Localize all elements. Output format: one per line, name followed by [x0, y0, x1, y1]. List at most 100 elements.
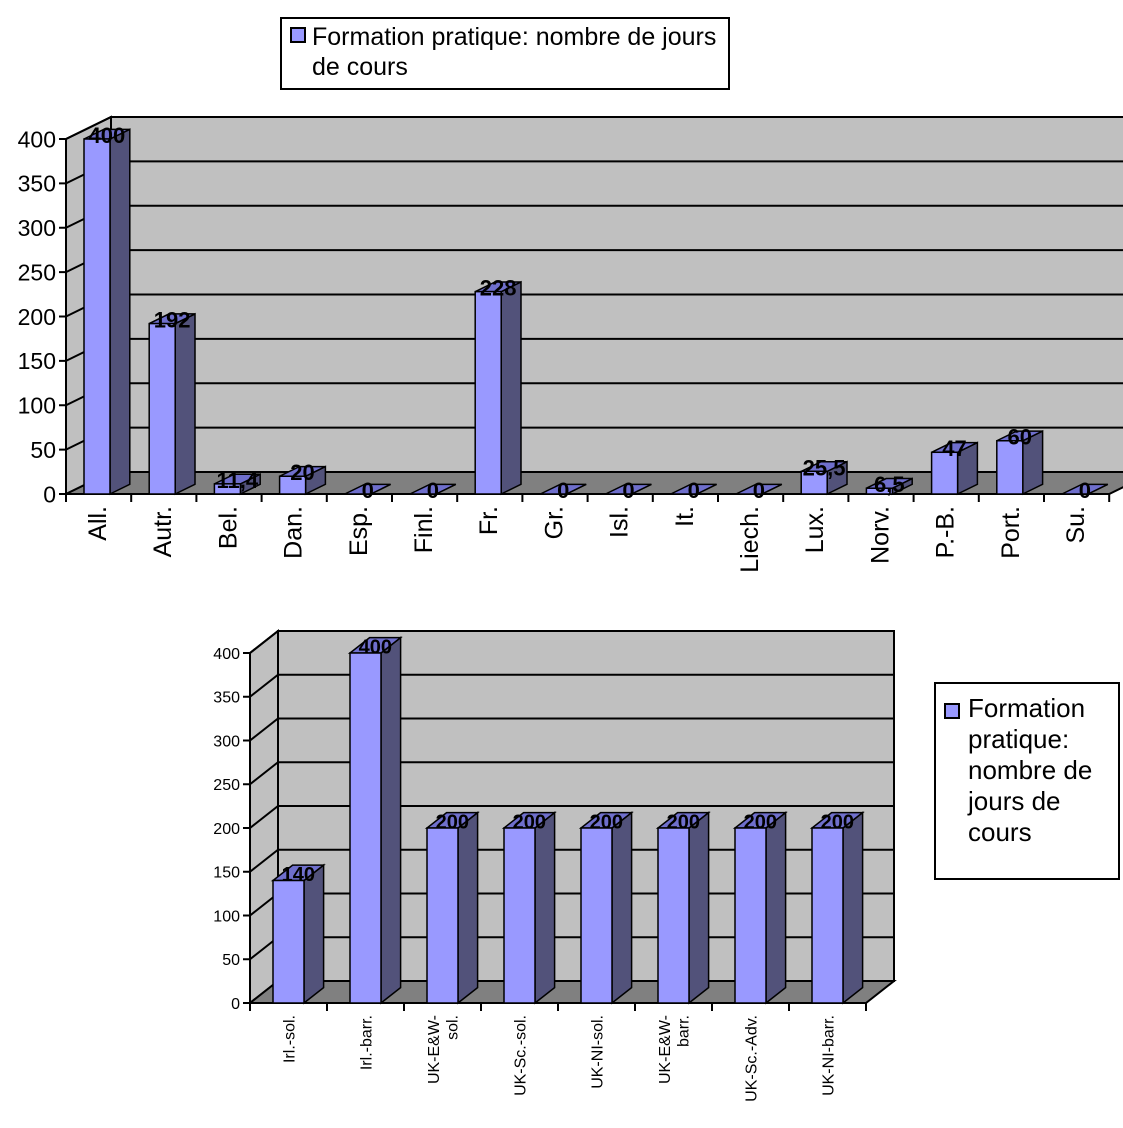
x-tick-label: Norv.	[866, 506, 894, 564]
x-tick-label: Su.	[1062, 506, 1090, 544]
bar	[811, 827, 844, 1004]
y-tick-label: 300	[18, 215, 56, 241]
y-tick-label: 50	[30, 437, 56, 463]
data-label: 400	[359, 636, 392, 658]
gridline	[249, 673, 894, 698]
legend-top: Formation pratique: nombre de jours de c…	[280, 17, 730, 90]
bar-side	[765, 811, 787, 1005]
x-tick-label: UK-E&W-	[657, 1015, 674, 1084]
x-tick-label: Fr.	[475, 506, 503, 535]
x-tick-label: UK-NI-sol.	[589, 1015, 606, 1089]
bar	[148, 322, 176, 495]
x-tick-label: All.	[84, 506, 112, 541]
bar-side	[380, 636, 402, 1005]
data-label: 200	[821, 811, 854, 833]
data-label: 400	[89, 123, 126, 148]
bar-top	[735, 483, 783, 495]
bar-side	[534, 811, 556, 1005]
data-label: 192	[154, 308, 191, 333]
bar-side	[688, 811, 710, 1005]
data-label: 0	[362, 478, 374, 503]
y-tick-label: 400	[18, 126, 56, 152]
y-tick-label: 250	[18, 259, 56, 285]
x-tick-label: barr.	[675, 1015, 692, 1047]
gridline	[249, 630, 894, 654]
x-tick-label: sol.	[444, 1015, 461, 1040]
gridline	[65, 116, 1123, 140]
y-tick-label: 100	[213, 908, 240, 925]
bar-side	[842, 811, 864, 1005]
bar-top	[605, 483, 652, 495]
x-tick-label: Bel.	[214, 506, 242, 549]
bar	[865, 487, 894, 495]
data-label: 0	[557, 478, 569, 503]
data-label: 200	[436, 811, 469, 833]
x-tick-label: Dan.	[280, 506, 308, 559]
data-label: 0	[427, 478, 439, 503]
bar	[734, 827, 767, 1004]
bar	[657, 827, 690, 1004]
x-tick-label: UK-E&W-	[426, 1015, 443, 1084]
data-label: 200	[667, 811, 700, 833]
bar	[474, 290, 502, 495]
y-tick-label: 0	[43, 481, 56, 507]
y-tick-label: 200	[18, 304, 56, 330]
bar	[272, 879, 305, 1004]
bar-top	[540, 483, 587, 495]
plot-floor	[247, 980, 897, 1004]
bar	[800, 470, 828, 495]
x-tick-label: Esp.	[345, 506, 373, 556]
data-label: 140	[282, 864, 315, 886]
bar	[213, 483, 242, 495]
data-label: 11,4	[216, 468, 258, 493]
bar	[996, 440, 1024, 495]
y-tick-label: 300	[213, 733, 240, 750]
legend-label: Formation pratique: nombre de jours de c…	[312, 23, 717, 81]
bar-side	[611, 811, 633, 1005]
data-label: 6,5	[874, 472, 905, 497]
x-tick-label: Autr.	[149, 506, 177, 557]
bar	[426, 827, 459, 1004]
data-label: 0	[1079, 478, 1091, 503]
data-label: 0	[753, 478, 765, 503]
x-tick-label: Lux.	[801, 506, 829, 553]
bar-top	[670, 483, 717, 495]
y-tick-label: 250	[213, 777, 240, 794]
bar	[83, 138, 111, 495]
y-tick-label: 150	[213, 865, 240, 882]
chart-bottom: 0 50 100 150 200 250 300 350 400 140 400 200 200 200 2…	[213, 628, 897, 1102]
x-tick-label: It.	[671, 506, 699, 527]
gridline	[249, 805, 894, 829]
data-label: 47	[942, 436, 966, 461]
data-label: 228	[480, 276, 517, 301]
y-tick-label: 350	[213, 690, 240, 707]
bar-side	[457, 811, 479, 1005]
data-label: 0	[688, 478, 700, 503]
x-tick-label: P.-B.	[932, 506, 960, 558]
bar-top	[409, 483, 457, 495]
x-tick-label: Irl.-barr.	[358, 1015, 375, 1070]
bar-top	[1061, 483, 1109, 495]
x-tick-label: UK-Sc.-sol.	[512, 1015, 529, 1096]
data-label: 20	[290, 460, 314, 485]
legend-swatch	[944, 703, 960, 719]
bar-side	[174, 312, 196, 496]
legend-label: Formation pratique: nombre de jours de c…	[968, 693, 1093, 847]
y-tick-label: 400	[213, 646, 240, 663]
data-label: 0	[622, 478, 634, 503]
bar-side	[500, 280, 522, 496]
data-label: 200	[744, 811, 777, 833]
data-label: 200	[513, 811, 546, 833]
x-tick-label: Irl.-sol.	[281, 1015, 298, 1063]
x-tick-label: Liech.	[736, 506, 764, 573]
bar	[503, 827, 536, 1004]
legend-right: Formation pratique: nombre de jours de c…	[934, 682, 1120, 880]
bar-top	[344, 483, 391, 495]
gridline	[249, 717, 894, 742]
x-tick-label: Port.	[997, 506, 1025, 559]
bar	[580, 827, 613, 1004]
data-label: 25,5	[803, 455, 846, 480]
data-label: 60	[1007, 425, 1031, 450]
bar-side	[109, 128, 131, 496]
